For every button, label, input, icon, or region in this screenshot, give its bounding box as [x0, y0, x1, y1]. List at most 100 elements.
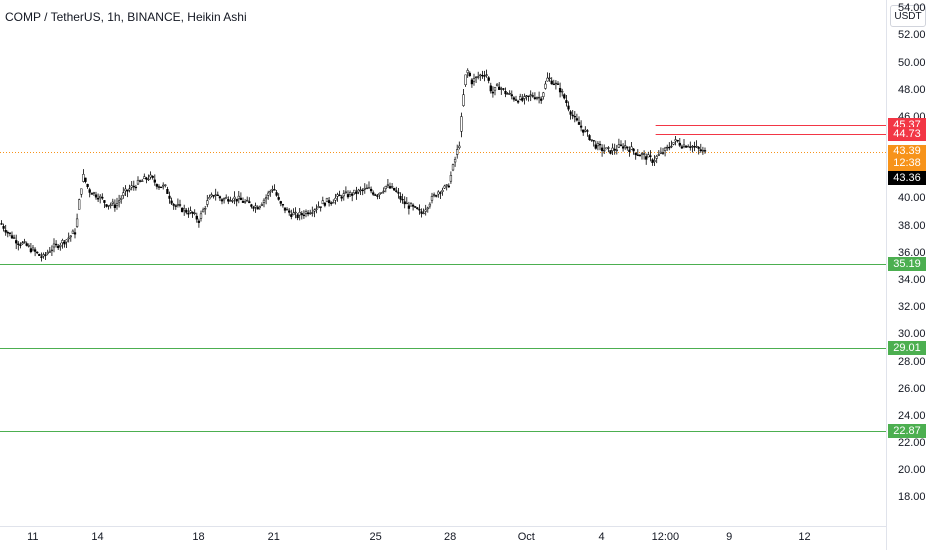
- candle-body: [699, 149, 702, 152]
- candle-body: [191, 211, 194, 214]
- candle-body: [632, 148, 635, 152]
- candle-body: [374, 194, 377, 196]
- candle-body: [386, 184, 390, 186]
- candle-body: [130, 185, 133, 188]
- candle-body: [563, 94, 566, 99]
- candle-body: [565, 100, 568, 104]
- candle-body: [225, 197, 228, 199]
- candle-body: [600, 147, 604, 151]
- candle-body: [292, 212, 295, 216]
- candle-body: [611, 147, 614, 151]
- x-tick-label: 25: [369, 531, 382, 543]
- candle-body: [401, 199, 404, 201]
- candle-body: [378, 192, 381, 195]
- candle-body: [367, 187, 371, 189]
- candle-body: [332, 202, 335, 204]
- currency-button[interactable]: USDT: [890, 5, 926, 27]
- candle-body: [596, 143, 600, 147]
- y-tick-label: 54.00: [898, 2, 926, 15]
- candle-body: [670, 145, 673, 148]
- candle-body: [348, 192, 352, 195]
- candle-body: [636, 154, 639, 156]
- candle-body: [535, 97, 539, 99]
- candle-body: [657, 154, 660, 156]
- candle-body: [84, 177, 87, 182]
- x-tick-label: 12: [798, 531, 811, 543]
- candle-body: [27, 245, 30, 247]
- candle-body: [302, 214, 306, 217]
- candle-body: [603, 149, 606, 152]
- candle-body: [466, 70, 469, 73]
- candle-body: [655, 156, 658, 159]
- candle-body: [315, 208, 318, 210]
- candle-body: [695, 145, 698, 148]
- candle-body: [701, 150, 705, 152]
- candle-body: [420, 211, 423, 214]
- candle-body: [304, 211, 308, 214]
- candle-body: [514, 99, 518, 101]
- candle-body: [544, 83, 547, 89]
- candle-body: [351, 193, 354, 196]
- candle-body: [147, 178, 150, 181]
- candle-body: [548, 77, 551, 80]
- candle-body: [558, 87, 562, 93]
- candle-body: [235, 198, 238, 202]
- candle-body: [598, 143, 602, 146]
- candle-body: [647, 154, 650, 158]
- candle-body: [460, 116, 463, 132]
- candle-body: [361, 189, 364, 192]
- x-tick-label: 4: [598, 531, 605, 543]
- candle-body: [197, 220, 201, 223]
- candle-body: [149, 174, 152, 178]
- candle-body: [327, 200, 331, 204]
- candle-body: [155, 184, 159, 187]
- candle-body: [441, 189, 444, 192]
- symbol-title: COMP / TetherUS, 1h, BINANCE, Heikin Ash…: [5, 10, 247, 24]
- candle-body: [103, 200, 106, 203]
- candle-body: [359, 189, 362, 191]
- candle-body: [489, 85, 492, 92]
- candle-body: [567, 105, 570, 110]
- candle-body: [267, 192, 270, 196]
- candle-body: [640, 153, 644, 155]
- candle-body: [447, 185, 450, 188]
- level-badge: 29.01: [888, 340, 926, 355]
- candle-body: [678, 142, 681, 146]
- candle-body: [516, 100, 520, 103]
- y-tick-label: 40.00: [898, 192, 926, 205]
- candle-body: [214, 194, 217, 196]
- candle-body: [703, 150, 707, 152]
- candle-body: [403, 201, 406, 205]
- candle-body: [296, 214, 299, 219]
- candle-body: [220, 199, 224, 202]
- candle-body: [80, 188, 83, 195]
- candle-body: [246, 199, 249, 202]
- y-tick-label: 22.00: [898, 437, 926, 450]
- candle-body: [311, 212, 314, 214]
- candle-body: [525, 95, 528, 97]
- candle-body: [82, 174, 85, 182]
- candle-body: [428, 203, 432, 207]
- x-tick-label: 12:00: [651, 531, 680, 543]
- candle-body: [319, 206, 322, 208]
- candle-body: [382, 190, 385, 193]
- candle-body: [552, 83, 555, 86]
- candle-body: [86, 183, 89, 187]
- x-tick-label: 18: [192, 531, 205, 543]
- candle-body: [33, 249, 37, 252]
- candle-body: [346, 194, 350, 198]
- candle-body: [663, 147, 667, 151]
- candle-body: [472, 78, 476, 82]
- candle-body: [313, 209, 316, 212]
- candle-body: [164, 184, 167, 186]
- candle-body: [571, 114, 574, 117]
- candle-body: [21, 242, 24, 245]
- candle-body: [134, 186, 138, 189]
- candle-body: [262, 199, 266, 203]
- candle-body: [222, 198, 226, 201]
- candle-body: [128, 188, 131, 191]
- candle-body: [395, 190, 398, 192]
- candle-body: [101, 196, 104, 199]
- candle-body: [75, 218, 79, 227]
